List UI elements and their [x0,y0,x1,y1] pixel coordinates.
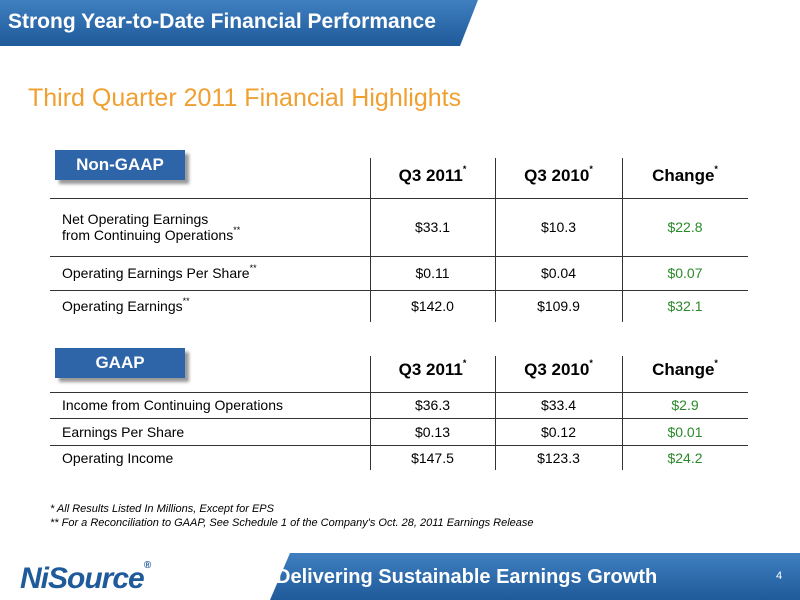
column-header-sup: * [714,164,718,174]
row-label: Earnings Per Share [62,418,184,445]
footer-tagline: Delivering Sustainable Earnings Growth [276,566,658,588]
logo-mark: ® [143,560,151,571]
footnote: * All Results Listed In Millions, Except… [50,503,274,515]
header-band [0,0,478,46]
column-header: Q3 2011* [370,358,495,380]
cell-value: $10.3 [540,219,577,235]
column-header-text: Q3 2010 [524,166,590,185]
column-header-sup: * [462,358,467,368]
cell-value: $123.3 [537,449,580,466]
row-label-text: Operating Earnings Per Share [62,265,250,281]
row-rule [50,445,748,446]
cell-value: $22.8 [667,219,703,235]
column-divider [495,356,496,470]
row-label: Operating Earnings** [62,290,190,322]
row-label: Net Operating Earnings from Continuing Op… [62,198,240,256]
cell-value: $32.1 [667,298,703,314]
header-title: Strong Year-to-Date Financial Performanc… [8,10,436,33]
row-label-text: Net Operating Earnings [62,211,209,227]
row-label: Income from Continuing Operations [62,392,283,418]
column-header: Change* [622,164,748,186]
table-label: GAAP [55,348,185,378]
footnote: ** For a Reconciliation to GAAP, See Sch… [50,517,534,529]
row-rule [50,256,748,257]
row-label-text: Operating Earnings [62,298,183,314]
column-header-sup: * [589,358,593,368]
row-rule [50,418,748,419]
column-divider [370,158,371,322]
column-header: Q3 2010* [495,164,622,186]
column-header: Change* [622,358,748,380]
logo: NiSource® [20,560,151,596]
row-label-line: Operating Earnings Per Share** [62,263,257,281]
column-header-text: Q3 2010 [524,360,590,379]
row-label-line: from Continuing Operations** [62,225,241,243]
column-header-text: Q3 2011 [398,360,463,379]
row-label-text: Operating Income [62,449,174,466]
row-label: Operating Earnings Per Share** [62,256,257,290]
cell-value: $0.01 [667,423,703,440]
cell-value: $36.3 [414,397,451,413]
cell-value: $0.04 [540,265,577,281]
cell-value: $33.1 [414,219,451,235]
cell-value: $33.4 [540,397,577,413]
cell-value: $147.5 [411,449,454,466]
subtitle: Third Quarter 2011 Financial Highlights [28,84,462,112]
row-rule [50,290,748,291]
cell-value: $142.0 [411,298,454,314]
header-rule [50,392,748,393]
cell-value: $0.13 [414,423,451,440]
cell-value: $0.07 [667,265,703,281]
page-number: 4 [776,570,783,582]
row-label-sup: ** [182,296,190,306]
logo-text: NiSource [20,562,145,595]
row-label-line: Earnings Per Share [62,424,184,440]
column-header-text: Change [652,166,715,185]
column-divider [622,356,623,470]
table-label: Non-GAAP [55,150,185,180]
column-header: Q3 2011* [370,164,495,186]
column-header-sup: * [714,358,718,368]
cell-value: $0.11 [415,265,450,281]
row-label-line: Income from Continuing Operations [62,397,283,413]
row-label-sup: ** [233,225,241,235]
column-divider [495,158,496,322]
row-label-text: Earnings Per Share [62,423,185,440]
header-rule [50,198,748,199]
column-header-sup: * [589,164,593,174]
footer-band [270,553,800,600]
column-header-text: Q3 2011 [398,166,463,185]
column-header-text: Change [652,360,715,379]
row-label-text: Income from Continuing Operations [62,397,283,413]
row-label: Operating Income [62,445,173,470]
row-label-text: from Continuing Operations [62,227,234,243]
row-label-line: Net Operating Earnings [62,211,240,227]
column-header-sup: * [462,164,467,174]
cell-value: $24.2 [667,449,703,466]
cell-value: $109.9 [537,298,580,314]
row-label-sup: ** [249,263,257,273]
row-label-line: Operating Earnings** [62,296,190,314]
column-divider [622,158,623,322]
row-label-line: Operating Income [62,450,173,466]
column-divider [370,356,371,470]
cell-value: $2.9 [671,397,699,413]
column-header: Q3 2010* [495,358,622,380]
cell-value: $0.12 [540,423,577,440]
